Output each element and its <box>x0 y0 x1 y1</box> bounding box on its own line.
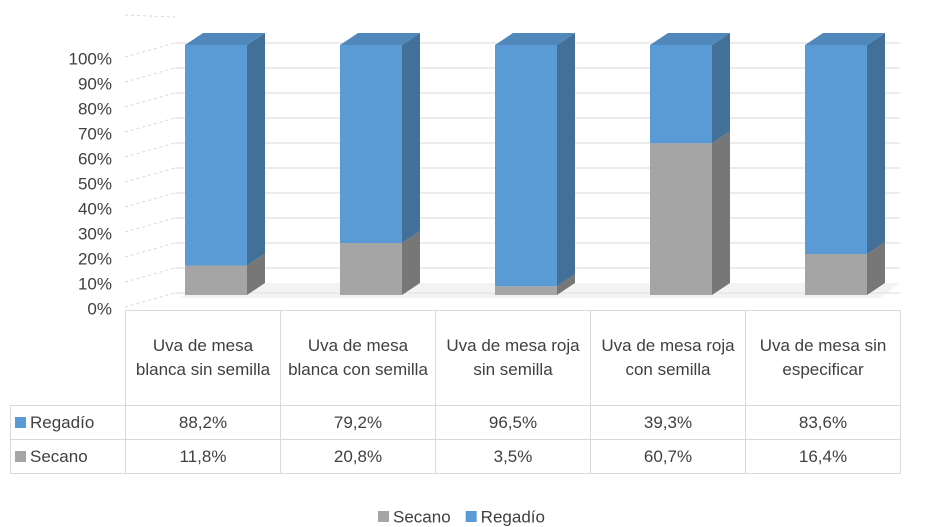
grid-line-slant <box>124 267 176 283</box>
value-label: 16,4% <box>745 439 901 474</box>
y-tick-label: 60% <box>78 149 112 168</box>
legend-key <box>15 416 26 428</box>
legend-swatch <box>465 511 477 522</box>
value-label: 20,8% <box>280 439 436 474</box>
value-label: 79,2% <box>280 405 436 440</box>
legend-label: Secano <box>393 507 451 526</box>
category-label: Uva de mesa sin especificar <box>745 310 901 406</box>
grid-line-slant <box>124 142 176 158</box>
y-tick-label: 70% <box>78 124 112 143</box>
value-label: 3,5% <box>435 439 591 474</box>
bar-top <box>495 33 575 45</box>
y-tick-label: 40% <box>78 199 112 218</box>
y-tick-label: 80% <box>78 99 112 118</box>
bar-top <box>650 33 730 45</box>
y-tick-label: 100% <box>69 49 112 68</box>
grid-line-slant <box>124 192 176 208</box>
series-name: Regadío <box>30 412 95 432</box>
grid-line-slant <box>124 217 176 233</box>
grid-line-slant <box>124 92 176 108</box>
bar <box>340 243 402 295</box>
bar <box>805 254 867 295</box>
bar-side <box>712 131 730 295</box>
legend-label: Regadío <box>481 507 545 526</box>
bar-side <box>402 33 420 243</box>
y-tick-label: 10% <box>78 274 112 293</box>
bar <box>495 45 557 287</box>
category-label: Uva de mesa blanca sin semilla <box>125 310 281 406</box>
bar <box>805 45 867 254</box>
bar-side <box>867 33 885 254</box>
value-label: 11,8% <box>125 439 281 474</box>
grid-line-slant <box>124 117 176 133</box>
grid-line-slant <box>124 167 176 183</box>
bar <box>185 45 247 266</box>
value-label: 83,6% <box>745 405 901 440</box>
bar-top <box>185 33 265 45</box>
bar <box>650 143 712 295</box>
value-label: 96,5% <box>435 405 591 440</box>
header-row: Uva de mesa blanca sin semilla Uva de mes… <box>10 310 901 406</box>
grid-line-slant <box>124 292 176 308</box>
bar-side <box>402 231 420 295</box>
grid-line-slant <box>124 42 176 58</box>
legend-key <box>15 450 26 462</box>
bar-side <box>557 274 575 295</box>
row-header: Regadío <box>10 405 126 440</box>
value-label: 39,3% <box>590 405 746 440</box>
bar-top <box>340 33 420 45</box>
bar <box>185 265 247 295</box>
category-label: Uva de mesa blanca con semilla <box>280 310 436 406</box>
bar-side <box>867 242 885 295</box>
bar <box>340 45 402 243</box>
y-tick-label: 90% <box>78 74 112 93</box>
row-header: Secano <box>10 439 126 474</box>
data-table: Uva de mesa blanca sin semilla Uva de mes… <box>10 310 901 474</box>
category-label: Uva de mesa roja con semilla <box>590 310 746 406</box>
category-label: Uva de mesa roja sin semilla <box>435 310 591 406</box>
grid-line-slant <box>124 242 176 258</box>
bar-side <box>247 33 265 266</box>
y-tick-label: 20% <box>78 249 112 268</box>
value-label: 60,7% <box>590 439 746 474</box>
wall-edge <box>124 14 176 18</box>
grid-line-slant <box>124 67 176 83</box>
corner <box>10 310 126 406</box>
legend-swatch <box>378 511 389 522</box>
bar-side <box>712 33 730 144</box>
value-label: 88,2% <box>125 405 281 440</box>
bar-top <box>805 33 885 45</box>
series-name: Secano <box>30 446 88 466</box>
y-tick-label: 30% <box>78 224 112 243</box>
bar <box>650 45 712 144</box>
bar-side <box>247 253 265 295</box>
y-tick-label: 50% <box>78 174 112 193</box>
series-row: Secano 11,8% 20,8% 3,5% 60,7% 16,4% <box>10 439 901 474</box>
bar-side <box>557 33 575 287</box>
bar <box>495 286 557 295</box>
series-row: Regadío 88,2% 79,2% 96,5% 39,3% 83,6% <box>10 405 901 440</box>
